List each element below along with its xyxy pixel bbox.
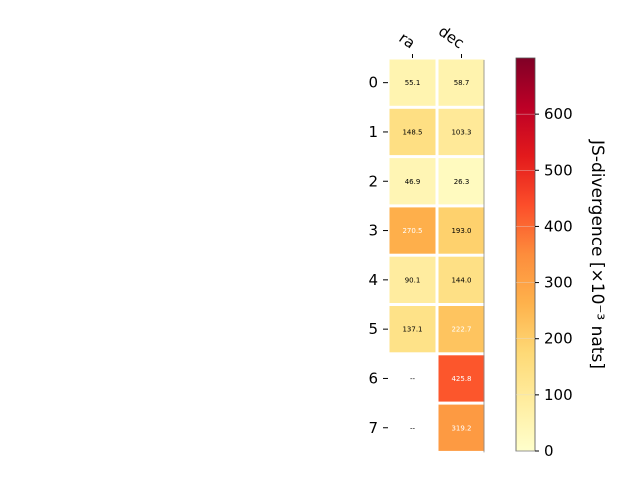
cell-label-3-ra: 270.5 bbox=[402, 227, 422, 235]
column-tick-label: ra bbox=[396, 29, 419, 53]
colorbar-gradient bbox=[515, 57, 536, 452]
cell-label-6-dec: 425.8 bbox=[451, 375, 471, 383]
row-tick-label: 6 bbox=[368, 369, 378, 387]
heatmap-cell-1-dec bbox=[438, 108, 485, 156]
cell-label-4-ra: 90.1 bbox=[405, 276, 421, 284]
colorbar-tick-label: 400 bbox=[544, 217, 573, 235]
heatmap-grid: 55.1 58.7 148.5 103.3 46.9 26.3 270.5 193.0 90.1… bbox=[389, 59, 485, 453]
colorbar-tick-label: 0 bbox=[544, 442, 554, 460]
heatmap-cell-6-dec bbox=[438, 355, 485, 402]
heatmap-cell-3-ra bbox=[389, 207, 436, 254]
row-tick-label: 5 bbox=[368, 320, 378, 338]
cell-label-1-dec: 103.3 bbox=[451, 128, 471, 136]
heatmap-cell-4-ra bbox=[389, 256, 436, 303]
heatmap-cell-2-dec bbox=[438, 158, 485, 205]
cell-label-5-dec: 222.7 bbox=[451, 326, 471, 334]
cell-label-5-ra: 137.1 bbox=[402, 326, 422, 334]
cell-label-6-ra: -- bbox=[410, 375, 416, 383]
heatmap-cell-7-dec bbox=[438, 404, 485, 451]
cell-label-4-dec: 144.0 bbox=[451, 276, 471, 284]
colorbar-tick-label: 200 bbox=[544, 330, 573, 348]
cell-label-1-ra: 148.5 bbox=[402, 128, 422, 136]
row-tick-label: 0 bbox=[368, 74, 378, 92]
colorbar-tick-label: 100 bbox=[544, 386, 573, 404]
colorbar-tick-label: 600 bbox=[544, 105, 573, 123]
row-tick-label: 2 bbox=[368, 172, 378, 190]
cell-label-3-dec: 193.0 bbox=[451, 227, 471, 235]
cell-label-7-dec: 319.2 bbox=[451, 424, 471, 432]
colorbar: 0 100 200 300 400 500 600 JS-divergence [×10⁻³ … bbox=[515, 57, 607, 460]
cell-label-0-dec: 58.7 bbox=[454, 79, 470, 87]
row-tick-label: 4 bbox=[368, 271, 378, 289]
colorbar-tick-label: 300 bbox=[544, 274, 573, 292]
column-axis: ra dec bbox=[396, 22, 468, 58]
heatmap-cell-0-ra bbox=[389, 59, 436, 106]
heatmap-cell-5-dec bbox=[438, 306, 485, 353]
row-axis: 0 1 2 3 4 5 6 7 bbox=[368, 74, 388, 437]
row-tick-label: 3 bbox=[368, 222, 378, 240]
heatmap-cell-2-ra bbox=[389, 158, 436, 205]
column-tick-label: dec bbox=[435, 22, 467, 52]
row-tick-label: 1 bbox=[368, 123, 378, 141]
heatmap-cell-1-ra bbox=[389, 108, 436, 156]
heatmap-cell-5-ra bbox=[389, 306, 436, 353]
heatmap-cell-4-dec bbox=[438, 256, 485, 303]
colorbar-label: JS-divergence [×10⁻³ nats] bbox=[587, 139, 607, 369]
colorbar-tick-label: 500 bbox=[544, 161, 573, 179]
row-tick-label: 7 bbox=[368, 419, 378, 437]
heatmap-cell-3-dec bbox=[438, 207, 485, 254]
cell-label-0-ra: 55.1 bbox=[405, 79, 421, 87]
cell-label-7-ra: -- bbox=[410, 424, 416, 432]
heatmap-cell-0-dec bbox=[438, 59, 485, 106]
cell-label-2-ra: 46.9 bbox=[405, 178, 421, 186]
cell-label-2-dec: 26.3 bbox=[454, 178, 470, 186]
